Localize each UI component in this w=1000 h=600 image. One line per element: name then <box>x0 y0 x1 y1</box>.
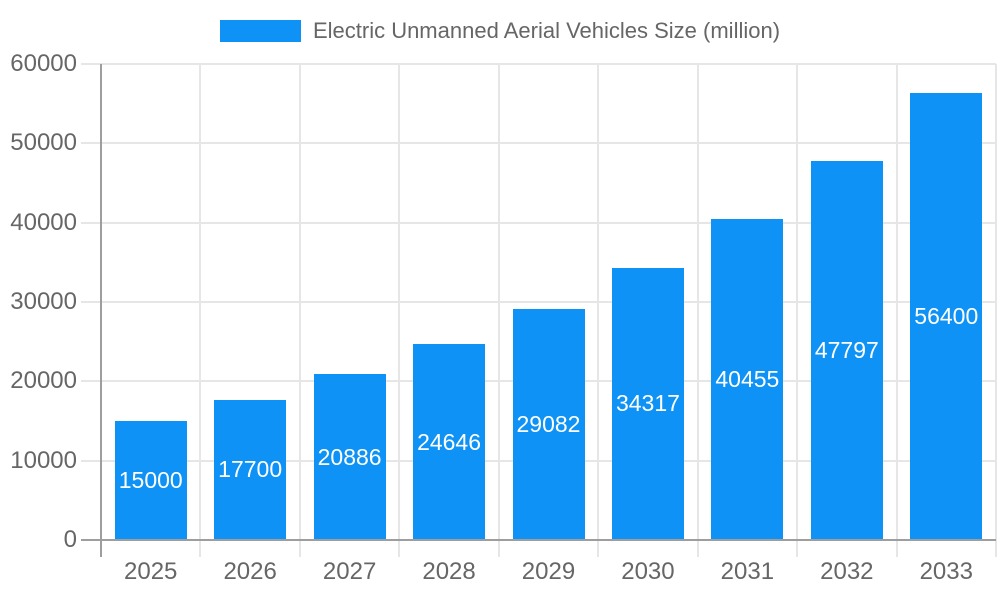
bar-2028[interactable] <box>413 344 486 540</box>
x-tick-label: 2028 <box>422 558 476 585</box>
y-tick-label: 30000 <box>10 288 77 315</box>
y-tick-label: 60000 <box>10 50 77 77</box>
gridline-vertical <box>796 64 799 557</box>
gridline-vertical <box>696 64 699 557</box>
x-tick-label: 2033 <box>919 558 973 585</box>
gridline-vertical <box>497 64 500 557</box>
gridline-vertical <box>398 64 401 557</box>
gridline-vertical <box>597 64 600 557</box>
y-axis-line <box>100 64 102 557</box>
x-tick-label: 2025 <box>124 558 178 585</box>
bar-2026[interactable] <box>214 399 287 540</box>
gridline-horizontal <box>81 63 996 65</box>
x-tick-label: 2026 <box>223 558 277 585</box>
chart-legend: Electric Unmanned Aerial Vehicles Size (… <box>0 18 1000 44</box>
legend-color-swatch-icon <box>219 20 301 42</box>
gridline-vertical <box>995 64 997 557</box>
bar-2033[interactable] <box>910 92 983 540</box>
x-axis-line <box>81 539 996 541</box>
bar-2025[interactable] <box>114 421 187 540</box>
x-tick-label: 2031 <box>720 558 775 585</box>
bar-2029[interactable] <box>512 309 585 540</box>
gridline-vertical <box>895 64 898 557</box>
gridline-horizontal <box>81 301 996 303</box>
bar-2032[interactable] <box>810 160 883 540</box>
x-tick-label: 2027 <box>322 558 377 585</box>
x-tick-label: 2029 <box>521 558 576 585</box>
bar-2027[interactable] <box>313 374 386 540</box>
y-tick-label: 40000 <box>10 208 77 236</box>
gridline-horizontal <box>81 142 996 145</box>
legend-label: Electric Unmanned Aerial Vehicles Size (… <box>312 18 781 43</box>
y-tick-label: 50000 <box>10 129 77 157</box>
gridline-vertical <box>298 64 301 557</box>
legend-item[interactable]: Electric Unmanned Aerial Vehicles Size (… <box>219 18 781 44</box>
x-tick-label: 2030 <box>621 558 675 585</box>
gridline-horizontal <box>81 221 996 224</box>
y-tick-label: 10000 <box>10 446 77 474</box>
y-tick-label: 0 <box>63 526 77 553</box>
bar-2031[interactable] <box>711 219 784 540</box>
gridline-vertical <box>199 64 202 557</box>
bar-2030[interactable] <box>611 267 684 540</box>
x-tick-label: 2032 <box>820 558 874 585</box>
y-tick-label: 20000 <box>10 367 77 395</box>
